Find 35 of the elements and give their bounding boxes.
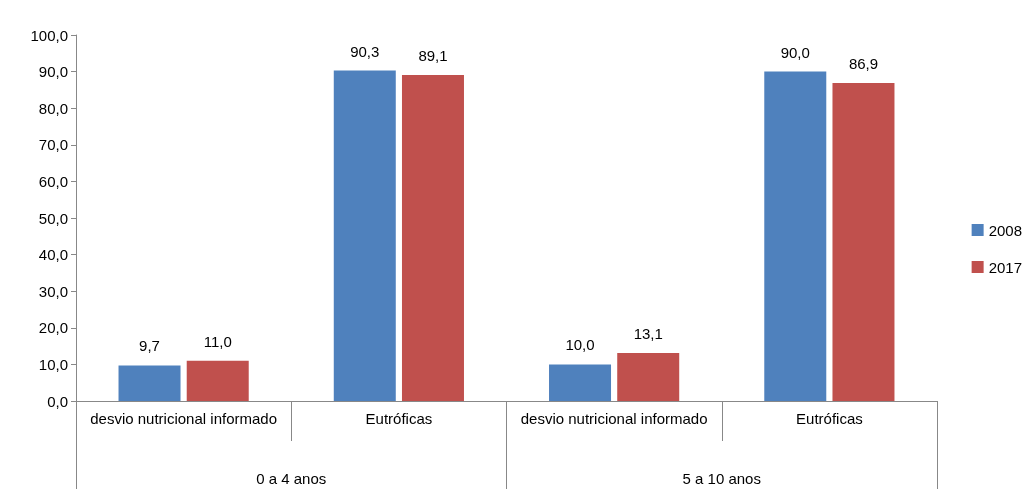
bar (333, 70, 396, 401)
y-tick-label: 100,0 (30, 26, 68, 44)
text: 0 a 4 anos (256, 470, 327, 487)
data-label: 90,0 (780, 43, 810, 61)
bar (549, 364, 612, 401)
y-tick-label: 10,0 (38, 355, 68, 373)
y-tick-label: 0,0 (47, 392, 68, 410)
data-label: 90,3 (350, 42, 380, 60)
bar (764, 71, 827, 401)
text: 5 a 10 anos (682, 470, 761, 487)
legend-label: 2008 (988, 221, 1023, 239)
bar (186, 360, 249, 401)
data-label: 13,1 (633, 325, 663, 343)
data-label: 9,7 (139, 337, 160, 355)
y-tick-label: 90,0 (38, 63, 68, 81)
data-label: 89,1 (418, 46, 448, 64)
bar (832, 82, 895, 401)
bar (118, 365, 181, 401)
data-label: 86,9 (848, 54, 879, 72)
y-tick-label: 30,0 (38, 282, 68, 300)
x-tick-label: Eutróficas (365, 410, 433, 427)
y-tick-label: 40,0 (38, 246, 68, 264)
bar (617, 353, 680, 401)
x-tick-label: desvio nutricional informado (90, 410, 278, 427)
x-tick-label: Eutróficas (796, 410, 863, 427)
legend-label: 2017 (988, 258, 1023, 276)
data-label: 10,0 (565, 336, 595, 354)
y-tick-label: 70,0 (38, 136, 68, 154)
y-tick-label: 20,0 (38, 319, 68, 337)
y-tick-label: 60,0 (38, 172, 68, 190)
y-tick-label: 80,0 (38, 99, 68, 117)
bar (401, 74, 464, 401)
x-tick-label: desvio nutricional informado (520, 410, 708, 427)
data-label: 11,0 (203, 332, 232, 350)
y-tick-label: 50,0 (38, 209, 68, 227)
